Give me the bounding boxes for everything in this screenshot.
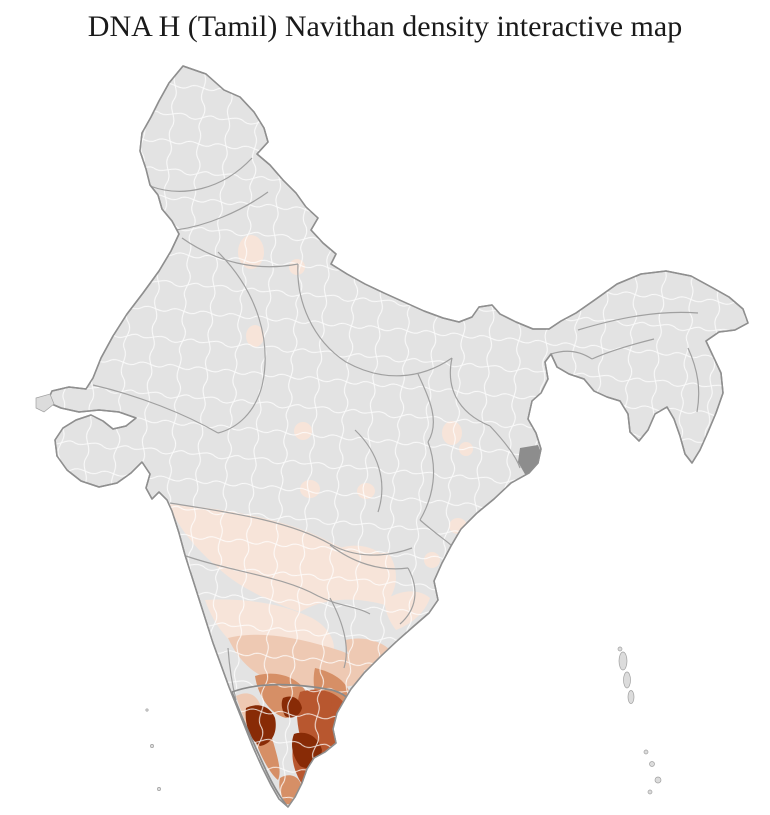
national-outline xyxy=(46,65,749,808)
district-shade-l1[interactable] xyxy=(294,422,312,440)
district-shade-l1[interactable] xyxy=(357,483,375,499)
district-shade-l1[interactable] xyxy=(424,552,440,568)
district-shade-l1[interactable] xyxy=(289,259,305,275)
district-shade-l1[interactable] xyxy=(459,442,473,456)
district-shade-l1[interactable] xyxy=(442,421,462,445)
district-shade-l1[interactable] xyxy=(300,480,320,498)
page-title: DNA H (Tamil) Navithan density interacti… xyxy=(87,10,683,43)
west-islet[interactable] xyxy=(35,393,55,413)
east-island-chain[interactable] xyxy=(617,646,662,795)
state-boundaries xyxy=(92,157,700,807)
west-island-specks[interactable] xyxy=(145,708,161,791)
